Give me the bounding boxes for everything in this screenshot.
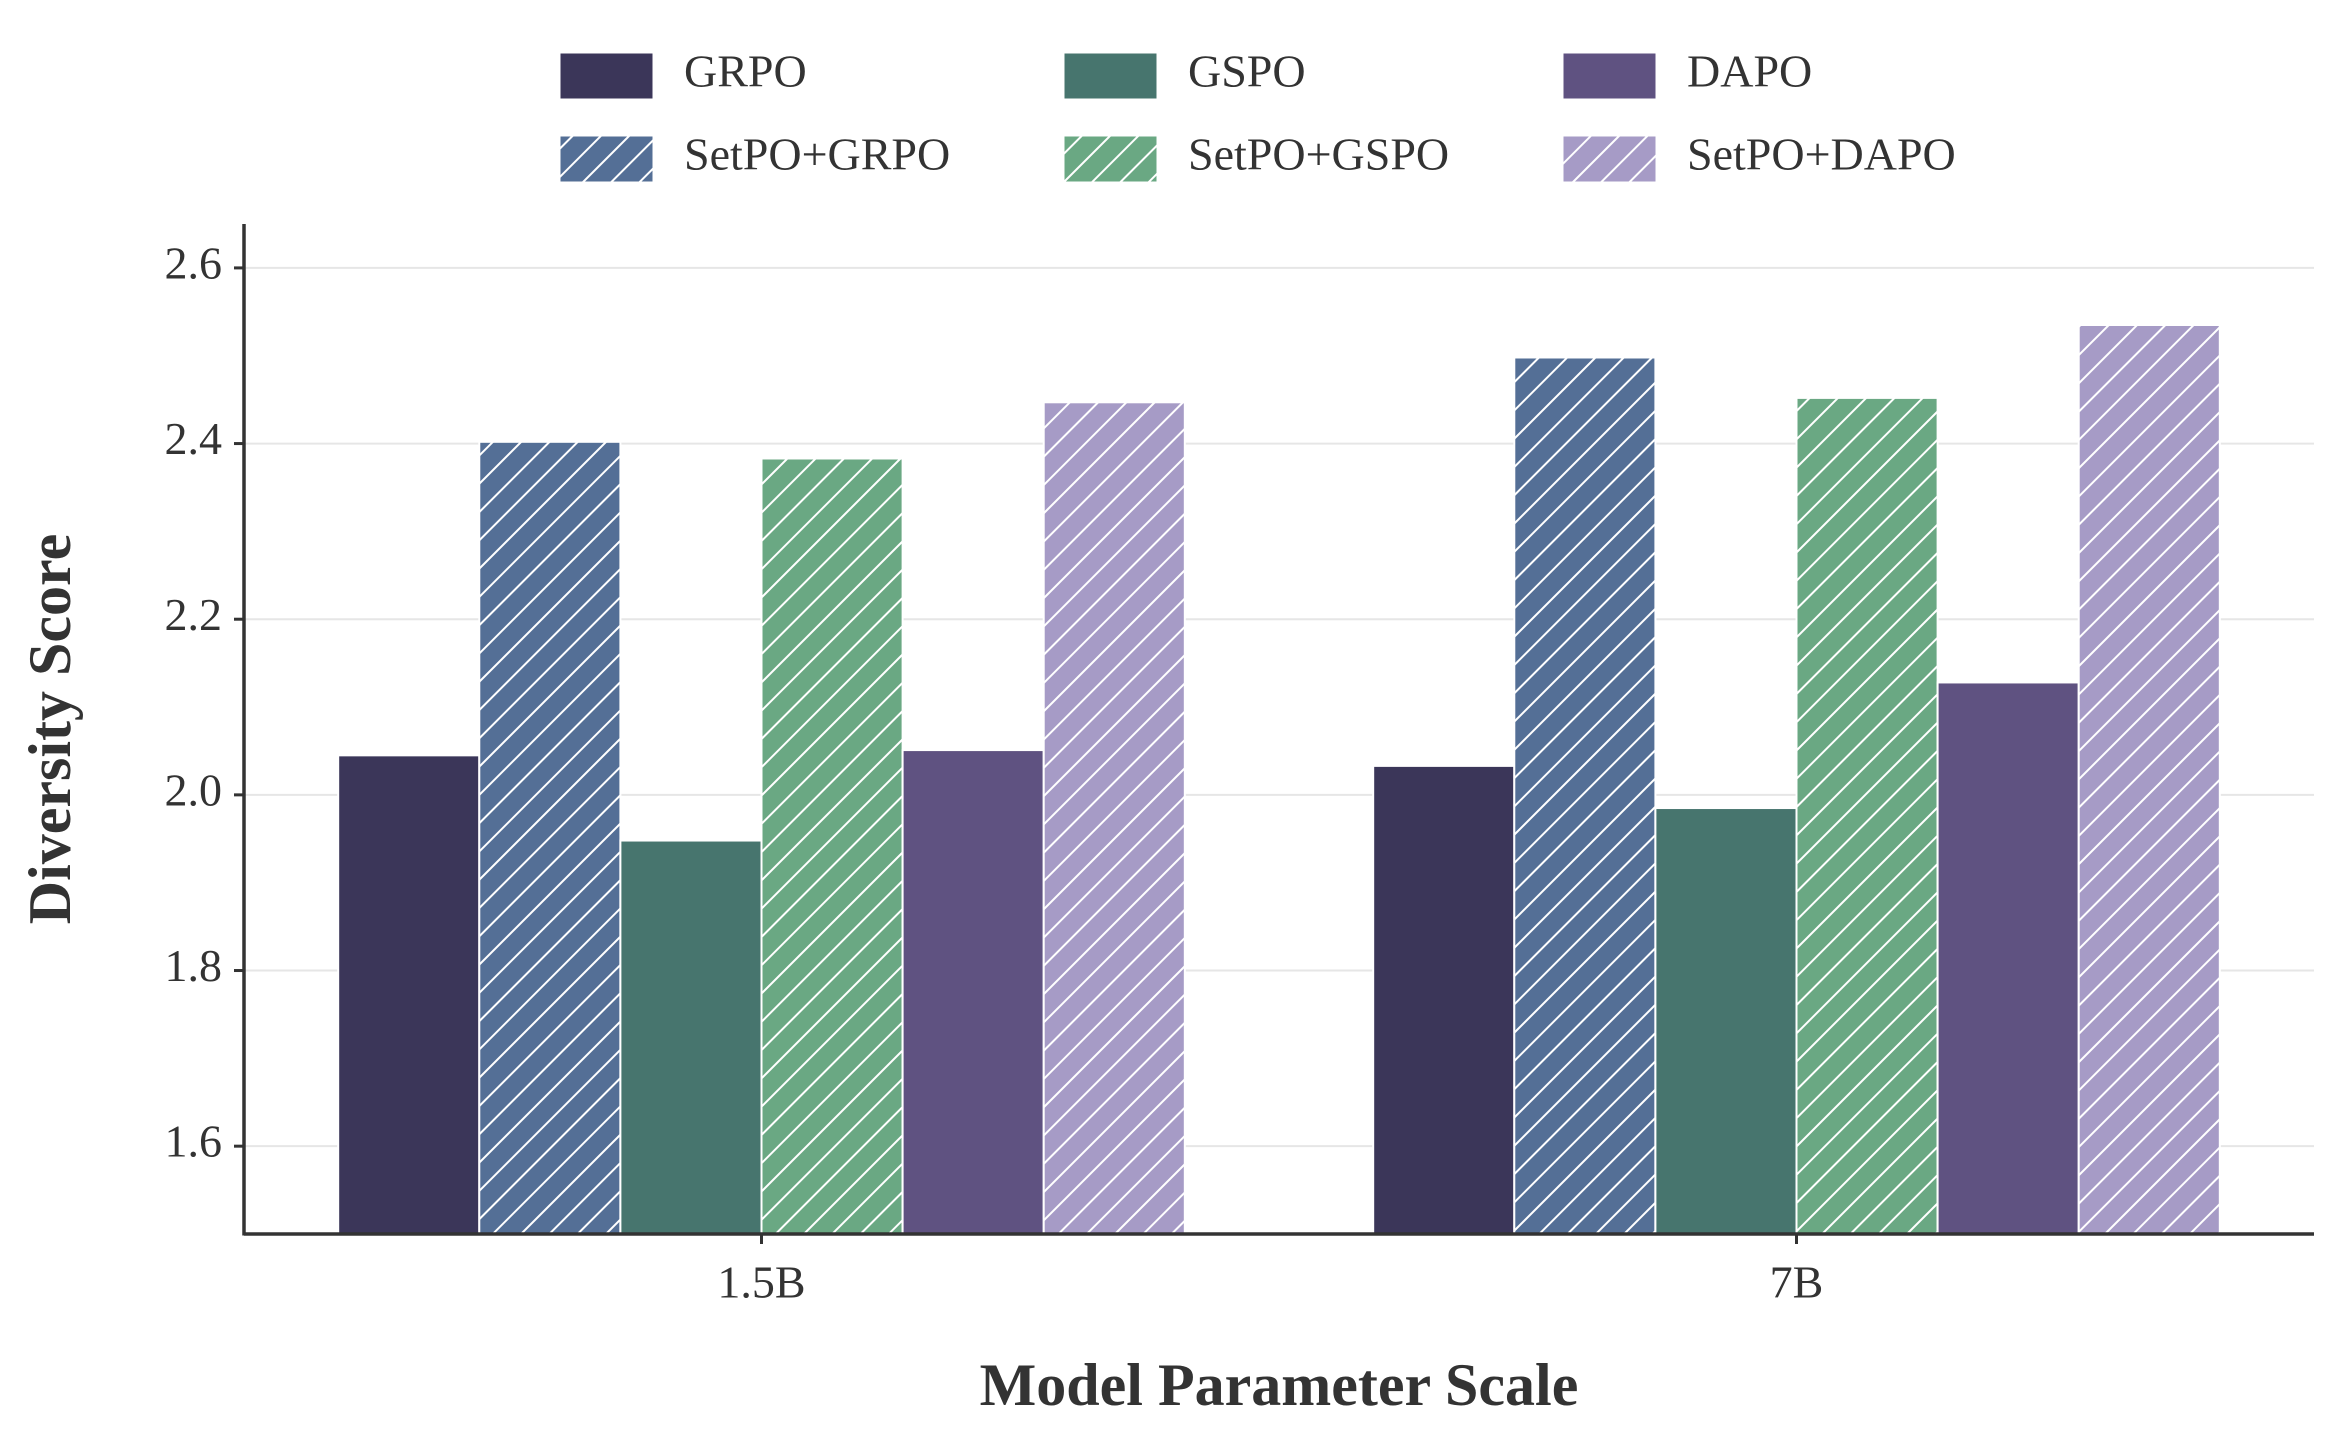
legend-label: SetPO+GSPO: [1188, 129, 1449, 180]
legend-label: DAPO: [1687, 46, 1812, 97]
legend-swatch: [559, 135, 654, 183]
y-tick-label: 2.2: [165, 589, 223, 640]
y-tick-label: 2.4: [165, 413, 223, 464]
legend-label: SetPO+DAPO: [1687, 129, 1956, 180]
bar: [1654, 807, 1798, 1235]
legend-swatch: [1063, 52, 1158, 100]
legend-swatch: [1063, 135, 1158, 183]
y-tick-label: 2.6: [165, 237, 223, 288]
x-axis-title: Model Parameter Scale: [980, 1352, 1579, 1418]
y-tick-label: 1.6: [165, 1116, 223, 1167]
bar: [1372, 764, 1516, 1235]
y-axis-title: Diversity Score: [17, 534, 83, 924]
x-tick-label: 1.5B: [717, 1257, 805, 1308]
bar: [901, 749, 1045, 1235]
bar: [1513, 356, 1657, 1235]
bar: [1795, 396, 1939, 1236]
legend-label: GSPO: [1188, 46, 1306, 97]
y-tick-label: 1.8: [165, 940, 223, 991]
bar: [337, 754, 481, 1235]
legend-swatch: [559, 52, 654, 100]
legend-label: GRPO: [684, 46, 807, 97]
legend-swatch: [1562, 52, 1657, 100]
y-tick-label: 2.0: [165, 764, 223, 815]
bar: [760, 457, 904, 1235]
bar: [619, 839, 763, 1235]
bar: [1936, 681, 2080, 1235]
bar: [1042, 401, 1186, 1236]
legend-label: SetPO+GRPO: [684, 129, 950, 180]
legend-swatch: [1562, 135, 1657, 183]
bar: [2077, 324, 2221, 1235]
bar: [478, 440, 622, 1235]
x-tick-label: 7B: [1770, 1257, 1824, 1308]
